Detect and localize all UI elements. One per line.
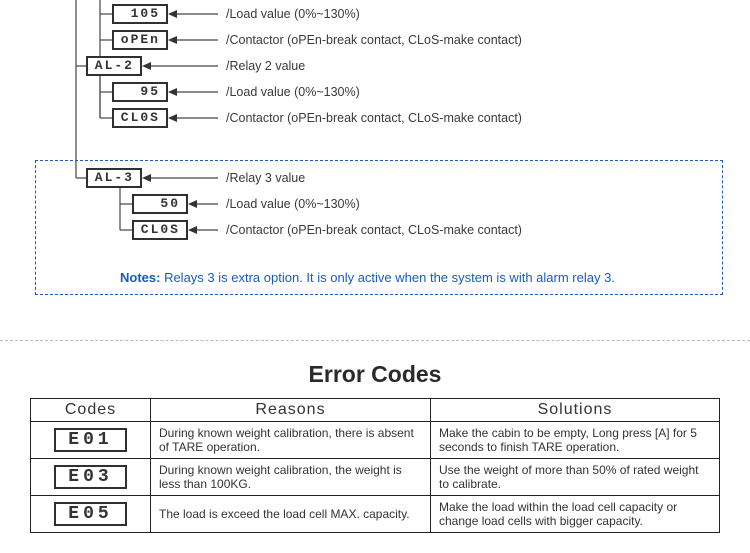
divider: [0, 340, 750, 341]
tree-desc: /Load value (0%~130%): [226, 7, 360, 21]
solution-cell: Use the weight of more than 50% of rated…: [431, 459, 720, 496]
notes-text: Notes: Relays 3 is extra option. It is o…: [120, 270, 615, 285]
error-code-lcd: E03: [54, 465, 126, 489]
code-cell: E03: [31, 459, 151, 496]
reason-cell: During known weight calibration, the wei…: [151, 459, 431, 496]
lcd-value: oPEn: [112, 30, 168, 50]
th-codes: Codes: [31, 399, 151, 422]
th-reasons: Reasons: [151, 399, 431, 422]
table-row: E03 During known weight calibration, the …: [31, 459, 720, 496]
tree-desc: /Contactor (oPEn-break contact, CLoS-mak…: [226, 111, 522, 125]
th-solutions: Solutions: [431, 399, 720, 422]
error-section: Error Codes Codes Reasons Solutions E01 D…: [0, 361, 750, 553]
tree-desc: /Load value (0%~130%): [226, 197, 360, 211]
table-row: E01 During known weight calibration, ther…: [31, 422, 720, 459]
code-cell: E01: [31, 422, 151, 459]
lcd-value: 105: [112, 4, 168, 24]
notes-label: Notes:: [120, 270, 160, 285]
tree-desc: /Relay 3 value: [226, 171, 305, 185]
tree-desc: /Contactor (oPEn-break contact, CLoS-mak…: [226, 33, 522, 47]
error-title: Error Codes: [30, 361, 720, 388]
tree-section: 105/Load value (0%~130%) oPEn/Contactor (…: [0, 0, 750, 310]
lcd-value: 50: [132, 194, 188, 214]
lcd-value: CL0S: [132, 220, 188, 240]
tree-desc: /Contactor (oPEn-break contact, CLoS-mak…: [226, 223, 522, 237]
error-code-lcd: E05: [54, 502, 126, 526]
reason-cell: The load is exceed the load cell MAX. ca…: [151, 496, 431, 533]
reason-cell: During known weight calibration, there i…: [151, 422, 431, 459]
code-cell: E05: [31, 496, 151, 533]
table-header-row: Codes Reasons Solutions: [31, 399, 720, 422]
error-code-lcd: E01: [54, 428, 126, 452]
tree-desc: /Load value (0%~130%): [226, 85, 360, 99]
solution-cell: Make the load within the load cell capac…: [431, 496, 720, 533]
tree-desc: /Relay 2 value: [226, 59, 305, 73]
notes-body: Relays 3 is extra option. It is only act…: [160, 270, 614, 285]
solution-cell: Make the cabin to be empty, Long press […: [431, 422, 720, 459]
error-table: Codes Reasons Solutions E01 During known …: [30, 398, 720, 533]
lcd-value: CL0S: [112, 108, 168, 128]
lcd-value: 95: [112, 82, 168, 102]
table-row: E05 The load is exceed the load cell MAX.…: [31, 496, 720, 533]
lcd-value: AL-2: [86, 56, 142, 76]
lcd-value: AL-3: [86, 168, 142, 188]
